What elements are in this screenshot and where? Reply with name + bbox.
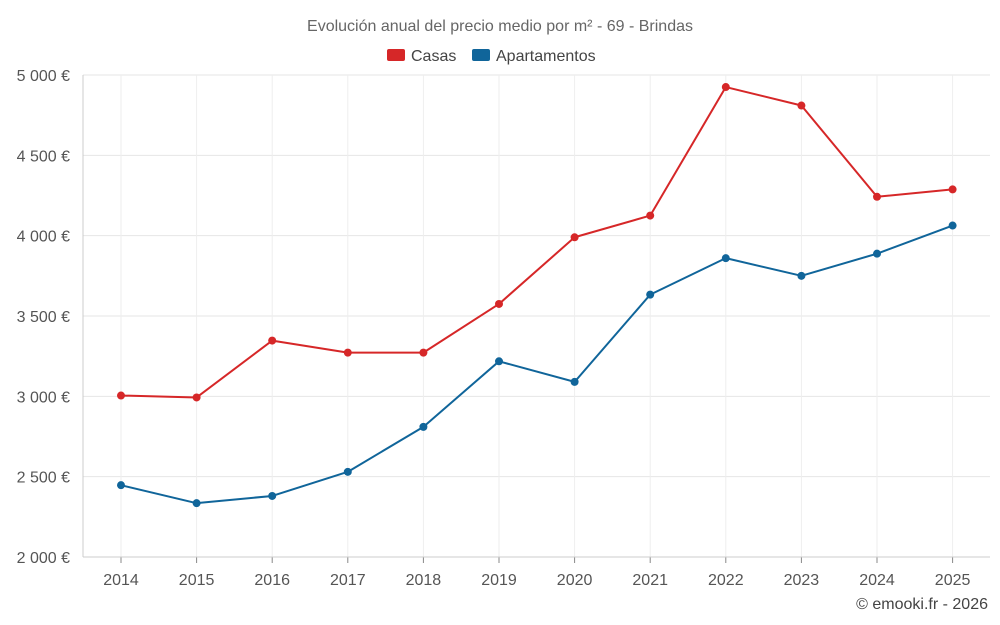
legend-swatch-apartamentos	[472, 49, 490, 61]
legend-label-apartamentos: Apartamentos	[496, 48, 596, 65]
x-tick-label: 2023	[784, 572, 820, 589]
x-tick-label: 2015	[179, 572, 215, 589]
x-tick-label: 2018	[406, 572, 442, 589]
y-tick-label: 2 500 €	[17, 470, 70, 487]
data-point-casas[interactable]	[495, 299, 503, 308]
data-point-casas[interactable]	[797, 101, 806, 110]
chart-title: Evolución anual del precio medio por m² …	[307, 18, 693, 35]
data-point-casas[interactable]	[419, 348, 428, 357]
data-point-apartamentos[interactable]	[419, 422, 428, 431]
data-point-apartamentos[interactable]	[646, 290, 655, 299]
x-tick-label: 2017	[330, 572, 366, 589]
y-tick-label: 4 500 €	[17, 148, 70, 165]
data-point-casas[interactable]	[646, 211, 655, 220]
x-tick-label: 2016	[254, 572, 290, 589]
y-tick-label: 2 000 €	[17, 550, 70, 567]
data-point-casas[interactable]	[873, 192, 881, 201]
data-point-apartamentos[interactable]	[343, 467, 352, 476]
data-point-casas[interactable]	[721, 83, 730, 92]
legend-item-casas[interactable]: Casas	[387, 48, 456, 65]
series-line-casas	[120, 86, 953, 399]
y-tick-label: 5 000 €	[17, 68, 70, 85]
axes: 2 000 € 2 500 € 3 000 € 3 500 € 4 000 € 4 500…	[17, 68, 990, 589]
data-point-apartamentos[interactable]	[873, 249, 881, 258]
data-point-casas[interactable]	[117, 391, 125, 400]
data-point-apartamentos[interactable]	[948, 221, 957, 230]
data-point-casas[interactable]	[192, 393, 201, 402]
y-tick-label: 4 000 €	[17, 229, 70, 246]
legend-swatch-casas	[387, 49, 405, 61]
series-line-apartamentos	[120, 224, 953, 505]
data-point-apartamentos[interactable]	[268, 491, 277, 500]
x-tick-label: 2024	[859, 572, 895, 589]
y-tick-label: 3 500 €	[17, 309, 70, 326]
series-layer	[117, 83, 957, 508]
data-point-apartamentos[interactable]	[721, 254, 730, 263]
series-apartamentos	[117, 221, 957, 508]
data-point-casas[interactable]	[268, 336, 277, 345]
x-tick-label: 2025	[935, 572, 971, 589]
x-tick-label: 2020	[557, 572, 593, 589]
series-casas	[117, 83, 957, 402]
credit-text: © emooki.fr - 2026	[856, 596, 988, 613]
grid	[83, 74, 990, 558]
data-point-casas[interactable]	[948, 185, 957, 194]
data-point-apartamentos[interactable]	[570, 377, 579, 386]
data-point-apartamentos[interactable]	[117, 481, 125, 490]
legend-item-apartamentos[interactable]: Apartamentos	[472, 48, 596, 65]
data-point-casas[interactable]	[570, 233, 579, 242]
legend: Casas Apartamentos	[387, 48, 596, 65]
data-point-apartamentos[interactable]	[192, 499, 201, 508]
data-point-apartamentos[interactable]	[797, 271, 806, 280]
x-tick-label: 2019	[481, 572, 517, 589]
data-point-apartamentos[interactable]	[495, 357, 503, 366]
y-tick-label: 3 000 €	[17, 389, 70, 406]
data-point-casas[interactable]	[343, 348, 352, 357]
x-tick-label: 2022	[708, 572, 744, 589]
x-tick-label: 2021	[632, 572, 668, 589]
x-tick-label: 2014	[103, 572, 139, 589]
legend-label-casas: Casas	[411, 48, 456, 65]
